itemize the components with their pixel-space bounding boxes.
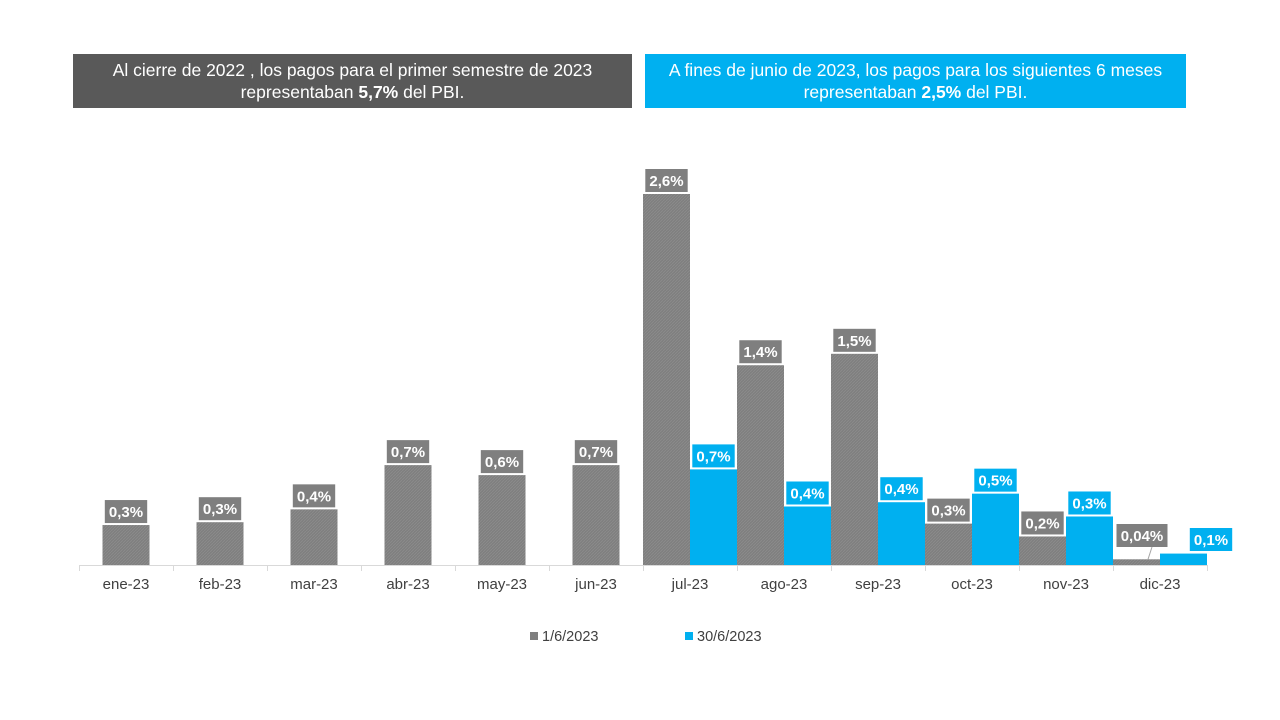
data-label-1-6-2023-box	[386, 440, 430, 464]
bar-1-6-2023	[831, 353, 878, 565]
banner-next-six-months-line1: A fines de junio de 2023, los pagos para…	[668, 60, 1163, 80]
data-label-1-6-2023: 0,7%	[391, 444, 425, 461]
data-label-30-6-2023-box	[1189, 528, 1233, 551]
bar-30-6-2023	[1160, 553, 1207, 565]
bar-1-6-2023	[925, 523, 972, 565]
data-label-1-6-2023-box	[1021, 511, 1064, 535]
bar-30-6-2023	[784, 506, 831, 565]
data-label-1-6-2023-box	[1116, 524, 1168, 547]
bar-1-6-2023	[102, 525, 150, 565]
leader-line	[1147, 546, 1153, 560]
data-label-30-6-2023-box	[786, 481, 829, 505]
x-tick-label: dic-23	[1140, 576, 1181, 593]
legend-swatch	[685, 632, 693, 640]
data-label-1-6-2023: 1,5%	[837, 333, 871, 350]
x-tick-label: nov-23	[1043, 576, 1089, 593]
banner-next-six-months-line2: representaban 2,5% del PBI.	[803, 82, 1028, 102]
legend-label: 1/6/2023	[542, 629, 598, 645]
data-label-1-6-2023-box	[198, 497, 242, 521]
data-label-1-6-2023: 0,3%	[931, 503, 965, 520]
data-label-1-6-2023: 0,04%	[1121, 528, 1164, 545]
x-tick-label: sep-23	[855, 576, 901, 593]
data-label-1-6-2023: 0,3%	[203, 501, 237, 518]
data-label-30-6-2023-box	[974, 468, 1017, 492]
bar-1-6-2023	[1019, 536, 1066, 565]
data-label-30-6-2023: 0,5%	[978, 473, 1012, 490]
legend-swatch	[530, 632, 538, 640]
bar-1-6-2023	[478, 475, 526, 565]
x-tick-label: feb-23	[199, 576, 242, 593]
x-tick-label: oct-23	[951, 576, 993, 593]
bar-1-6-2023	[737, 365, 784, 565]
data-label-30-6-2023: 0,4%	[790, 485, 824, 502]
data-label-1-6-2023-box	[480, 450, 524, 474]
x-tick-label: ago-23	[761, 576, 808, 593]
data-label-30-6-2023-box	[880, 477, 923, 501]
data-label-30-6-2023: 0,4%	[884, 481, 918, 498]
bar-1-6-2023	[643, 194, 690, 565]
bar-30-6-2023	[878, 502, 925, 565]
banner-first-semester-line1: Al cierre de 2022 , los pagos para el pr…	[112, 60, 593, 80]
banner-first-semester-line2: representaban 5,7% del PBI.	[240, 82, 465, 102]
bar-1-6-2023	[384, 465, 432, 565]
banner-next-six-months: A fines de junio de 2023, los pagos para…	[645, 54, 1186, 108]
data-label-30-6-2023-box	[692, 444, 735, 468]
data-label-1-6-2023: 0,4%	[297, 488, 331, 505]
x-tick-label: mar-23	[290, 576, 338, 593]
data-label-1-6-2023: 2,6%	[649, 173, 683, 190]
x-tick-label: jul-23	[671, 576, 709, 593]
data-label-1-6-2023: 0,3%	[109, 504, 143, 521]
x-tick-label: abr-23	[386, 576, 429, 593]
x-tick-label: jun-23	[574, 576, 617, 593]
bar-30-6-2023	[1066, 516, 1113, 565]
x-tick-label: may-23	[477, 576, 527, 593]
data-label-1-6-2023-box	[574, 440, 618, 464]
bar-30-6-2023	[690, 469, 737, 565]
data-label-30-6-2023: 0,3%	[1072, 495, 1106, 512]
data-label-1-6-2023-box	[833, 328, 876, 352]
banner-first-semester-value: 5,7%	[358, 82, 399, 102]
data-label-1-6-2023: 0,6%	[485, 454, 519, 471]
data-label-1-6-2023: 0,7%	[579, 444, 613, 461]
data-label-1-6-2023: 1,4%	[743, 344, 777, 361]
bar-1-6-2023	[572, 465, 620, 565]
bar-1-6-2023	[1113, 559, 1160, 565]
data-label-30-6-2023: 0,7%	[696, 448, 730, 465]
data-label-30-6-2023-box	[1068, 491, 1111, 515]
legend-label: 30/6/2023	[697, 629, 762, 645]
data-label-1-6-2023-box	[645, 169, 688, 192]
banner-first-semester: Al cierre de 2022 , los pagos para el pr…	[73, 54, 632, 108]
data-label-1-6-2023-box	[292, 484, 336, 508]
data-label-30-6-2023: 0,1%	[1194, 532, 1228, 549]
data-label-1-6-2023: 0,2%	[1025, 515, 1059, 532]
data-label-1-6-2023-box	[927, 498, 970, 522]
x-tick-label: ene-23	[103, 576, 150, 593]
banner-next-six-months-value: 2,5%	[921, 82, 962, 102]
data-label-1-6-2023-box	[104, 500, 148, 524]
data-label-1-6-2023-box	[739, 340, 782, 364]
bar-30-6-2023	[972, 493, 1019, 565]
bar-1-6-2023	[290, 509, 338, 565]
bar-1-6-2023	[196, 522, 244, 565]
